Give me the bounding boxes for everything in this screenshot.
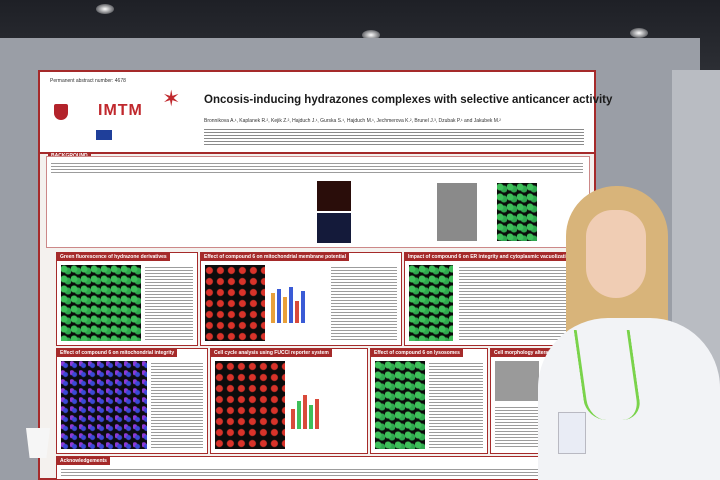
paper-cup — [26, 428, 50, 458]
ceiling-light — [96, 4, 114, 14]
poster-header: Permanent abstract number: 4678 IMTM ✶ O… — [40, 72, 612, 154]
lysosomes-text — [429, 361, 483, 449]
acknowledgements-text — [61, 467, 581, 477]
acknowledgements-heading: Acknowledgements — [57, 457, 110, 465]
er-integrity-panel: Impact of compound 6 on ER integrity and… — [404, 252, 658, 346]
mito-integrity-heading: Effect of compound 6 on mitochondrial in… — [57, 349, 178, 357]
er-integrity-heading: Impact of compound 6 on ER integrity and… — [405, 253, 658, 261]
affiliations-text — [204, 127, 584, 147]
background-text — [51, 161, 583, 175]
cell-cycle-panel: Cell cycle analysis using FUCCI reporter… — [210, 348, 368, 454]
background-micrograph — [437, 183, 477, 241]
lysosomes-micrographs — [375, 361, 425, 449]
university-logo — [54, 104, 68, 120]
membrane-potential-micrographs — [205, 265, 265, 341]
cell-cycle-micrographs — [215, 361, 285, 449]
membrane-potential-text — [331, 265, 397, 341]
poster: Permanent abstract number: 4678 IMTM ✶ O… — [38, 70, 658, 480]
mito-integrity-micrographs — [61, 361, 147, 449]
ceiling-light — [362, 30, 380, 40]
derivatives-text — [145, 265, 193, 341]
derivatives-heading: Green fluorescence of hydrazone derivati… — [57, 253, 170, 261]
membrane-potential-heading: Effect of compound 6 on mitochondrial me… — [201, 253, 349, 261]
abstract-number: Permanent abstract number: 4678 — [50, 78, 126, 84]
presenter-face — [586, 210, 646, 298]
poster-authors: Bronnikova A.¹, Kaplanek R.², Kejik Z.²,… — [204, 118, 501, 124]
morphology-micrograph — [495, 361, 539, 401]
er-integrity-micrographs — [409, 265, 453, 341]
er-integrity-text — [459, 265, 587, 341]
background-panel — [46, 156, 590, 248]
lysosomes-panel: Effect of compound 6 on lysosomes — [370, 348, 488, 454]
acknowledgements-panel: Acknowledgements — [56, 456, 588, 480]
imtm-star-icon: ✶ — [162, 86, 181, 111]
presenter-badge — [558, 412, 586, 454]
lysosomes-heading: Effect of compound 6 on lysosomes — [371, 349, 463, 357]
cell-cycle-heading: Cell cycle analysis using FUCCI reporter… — [211, 349, 332, 357]
derivatives-micrographs — [61, 265, 141, 341]
imtm-logo: IMTM — [98, 102, 143, 119]
background-micrograph — [497, 183, 537, 241]
background-micrograph — [317, 181, 351, 211]
membrane-potential-chart — [271, 283, 305, 323]
derivatives-panel: Green fluorescence of hydrazone derivati… — [56, 252, 198, 346]
poster-title: Oncosis-inducing hydrazones complexes wi… — [204, 94, 613, 106]
mito-integrity-text — [151, 361, 203, 449]
membrane-potential-panel: Effect of compound 6 on mitochondrial me… — [200, 252, 402, 346]
cell-cycle-chart — [291, 389, 319, 429]
mito-integrity-panel: Effect of compound 6 on mitochondrial in… — [56, 348, 208, 454]
background-micrograph — [317, 213, 351, 243]
ceiling-light — [630, 28, 648, 38]
eu-flag-logo — [96, 130, 112, 140]
